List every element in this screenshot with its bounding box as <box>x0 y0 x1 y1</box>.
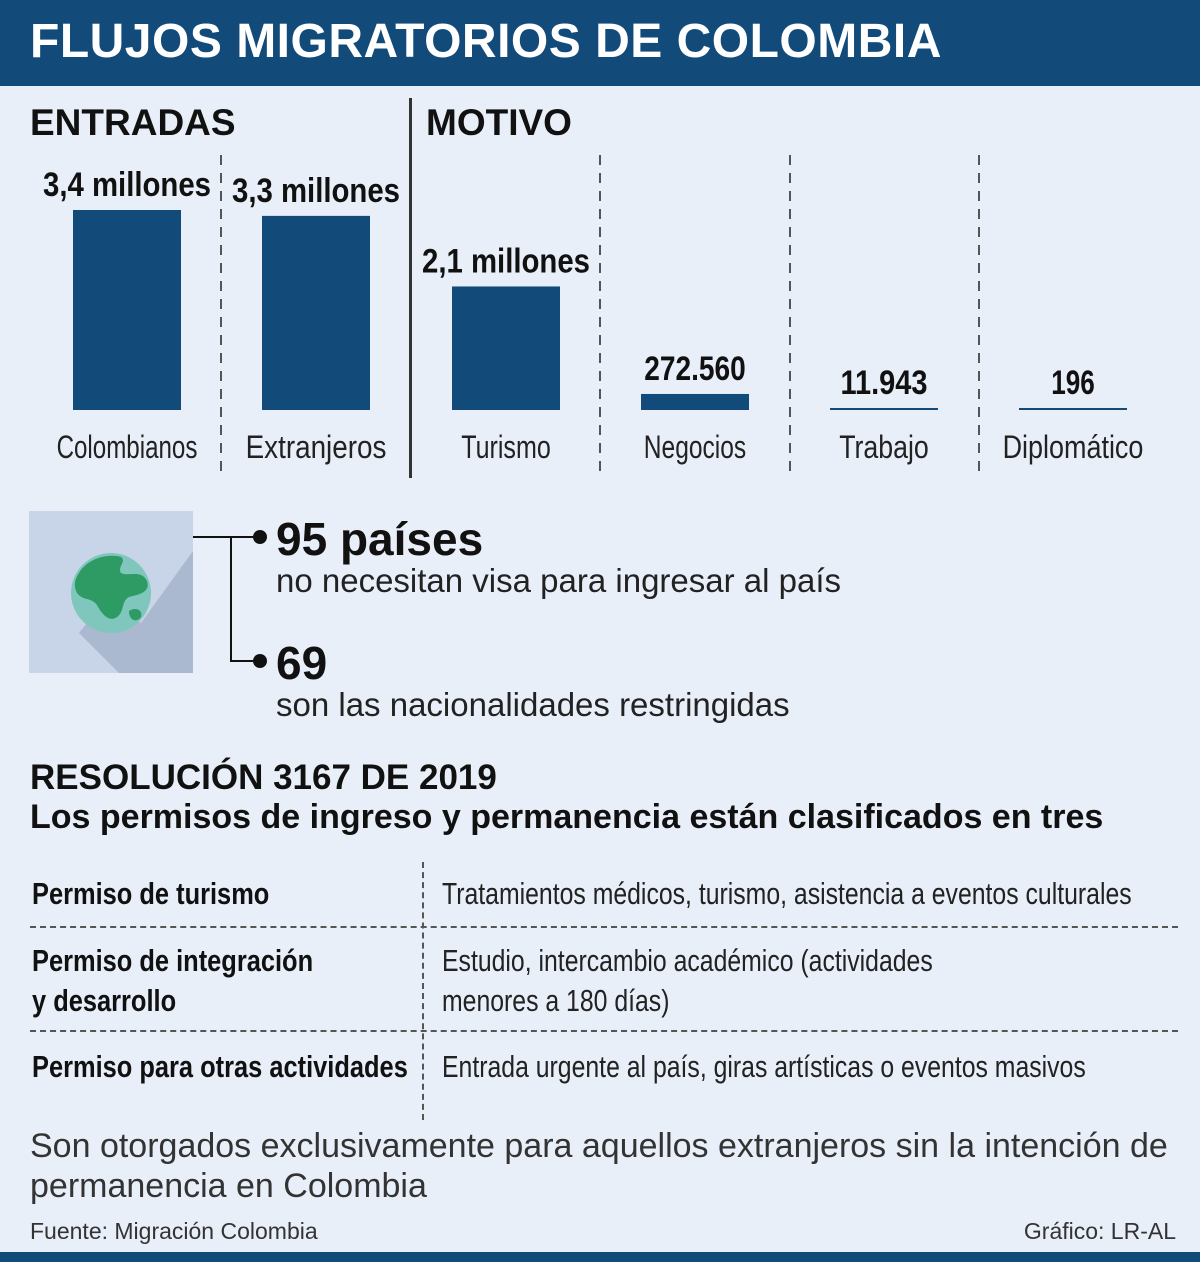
permit-desc-integration-line1: Estudio, intercambio académico (activida… <box>442 943 933 978</box>
stat-restricted-number: 69 <box>276 637 328 689</box>
page-title: FLUJOS MIGRATORIOS DE COLOMBIA <box>30 15 942 68</box>
value-label-extranjeros: 3,3 millones <box>232 172 400 210</box>
category-label-extranjeros: Extranjeros <box>246 429 387 465</box>
motivo-title: MOTIVO <box>426 102 572 143</box>
bar-colombianos <box>73 210 181 410</box>
globe-icon <box>71 551 193 673</box>
category-label-trabajo: Trabajo <box>839 429 929 465</box>
stat-restricted-text: son las nacionalidades restringidas <box>276 686 790 723</box>
stat-countries-text: no necesitan visa para ingresar al país <box>276 562 841 599</box>
title-bar: FLUJOS MIGRATORIOS DE COLOMBIA <box>0 0 1200 86</box>
permit-desc-other: Entrada urgente al país, giras artística… <box>442 1049 1086 1084</box>
connector-lines <box>193 530 267 668</box>
permit-desc-tourism: Tratamientos médicos, turismo, asistenci… <box>442 876 1132 911</box>
bottom-bar <box>0 1252 1200 1262</box>
bar-diplomatico <box>1019 408 1127 410</box>
value-label-diplomatico: 196 <box>1051 364 1095 402</box>
source-credit: Fuente: Migración Colombia <box>30 1218 318 1244</box>
globe-panel <box>29 511 193 673</box>
graphic-credit: Gráfico: LR-AL <box>1023 1218 1176 1244</box>
value-label-colombianos: 3,4 millones <box>43 166 211 204</box>
resolution-subtitle: Los permisos de ingreso y permanencia es… <box>30 798 1104 836</box>
footnote: Son otorgados exclusivamente para aquell… <box>30 1127 1168 1205</box>
category-label-negocios: Negocios <box>644 429 746 465</box>
bar-extranjeros <box>262 215 370 410</box>
table-row-divider <box>30 1030 1178 1032</box>
resolution-title: RESOLUCIÓN 3167 DE 2019 <box>30 758 497 797</box>
table-row-divider <box>30 926 1178 928</box>
bar-charts: 3,4 millones Colombianos 3,3 millones Extra… <box>43 155 1144 478</box>
value-label-negocios: 272.560 <box>644 350 746 388</box>
table-column-divider <box>422 862 424 1120</box>
bar-negocios <box>641 393 749 410</box>
category-label-colombianos: Colombianos <box>57 429 198 465</box>
permit-name-tourism: Permiso de turismo <box>32 876 270 911</box>
value-label-turismo: 2,1 millones <box>422 242 590 280</box>
stat-countries-number: 95 países <box>276 513 484 565</box>
permit-desc-integration-line2: menores a 180 días) <box>442 983 670 1018</box>
value-label-trabajo: 11.943 <box>841 364 928 402</box>
permit-name-integration-line2: y desarrollo <box>32 983 177 1018</box>
category-label-turismo: Turismo <box>461 429 551 465</box>
entradas-title: ENTRADAS <box>30 102 236 143</box>
section-divider <box>409 98 412 478</box>
permit-name-integration-line1: Permiso de integración <box>32 943 314 978</box>
category-label-diplomatico: Diplomático <box>1003 429 1144 465</box>
bar-turismo <box>452 286 560 410</box>
bar-trabajo <box>830 408 938 410</box>
permit-name-other: Permiso para otras actividades <box>32 1049 408 1084</box>
